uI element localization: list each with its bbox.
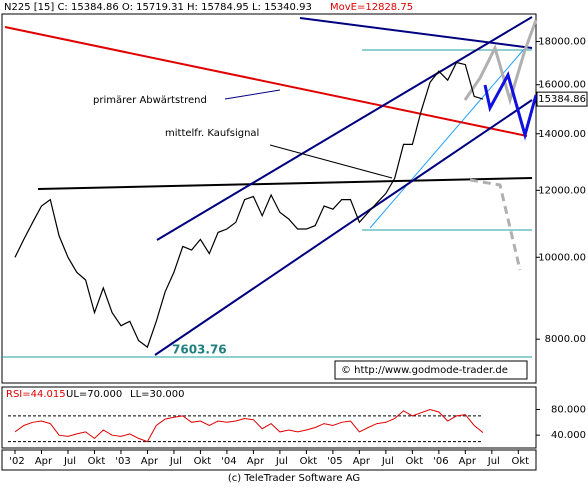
low-label: 7603.76	[172, 342, 227, 356]
y-tick-label: 10000.00	[538, 252, 586, 263]
x-axis-band	[1, 449, 537, 471]
annotation: primärer Abwärtstrend	[93, 95, 207, 106]
header: N225 [15] C: 15384.86 O: 15719.31 H: 157…	[4, 2, 312, 13]
last-price-label: 15384.86	[538, 94, 586, 105]
rsi-upper-label: UL=70.000	[66, 389, 122, 400]
x-tick-label: Apr	[459, 456, 477, 467]
x-tick-label: Okt	[300, 456, 318, 467]
rsi-label: RSI=44.015	[6, 389, 66, 400]
channel-line	[156, 16, 533, 241]
rsi-line	[14, 408, 484, 443]
x-tick-label: '03	[115, 456, 130, 467]
annotation: mittelfr. Kaufsignal	[165, 128, 259, 139]
x-tick-label: Apr	[247, 456, 265, 467]
x-tick-label: '05	[327, 456, 342, 467]
source-box	[334, 360, 528, 380]
x-tick-label: Apr	[353, 456, 371, 467]
projection	[483, 71, 538, 141]
channel-line	[154, 99, 533, 356]
x-tick-label: Jul	[63, 456, 76, 467]
arrow	[269, 144, 393, 179]
trend-lines	[2, 16, 538, 358]
last-price-box	[536, 91, 588, 107]
trend-line	[37, 177, 533, 190]
projection	[469, 178, 522, 271]
x-tick-label: Okt	[194, 456, 212, 467]
x-tick-label: '02	[9, 456, 24, 467]
x-tick-label: Okt	[406, 456, 424, 467]
x-tick-label: Apr	[35, 456, 53, 467]
y-tick-label: 14000.00	[538, 129, 586, 140]
y-tick-label: 8000.00	[545, 334, 586, 345]
trend-line	[369, 47, 526, 229]
x-tick-label: Okt	[512, 456, 530, 467]
y-tick-label: 12000.00	[538, 185, 586, 196]
arrow	[224, 89, 281, 100]
y-tick-label: 18000.00	[538, 36, 586, 47]
header-mov: MovE=12828.75	[330, 2, 413, 13]
x-tick-label: '04	[221, 456, 236, 467]
x-tick-label: Jul	[487, 456, 500, 467]
y-tick-label: 80.000	[551, 404, 586, 415]
y-tick-label: 16000.00	[538, 80, 586, 91]
rsi-lower-label: LL=30.000	[130, 389, 185, 400]
source: © http://www.godmode-trader.de	[341, 365, 508, 376]
rsi-panel	[1, 386, 537, 449]
y-tick-label: 40.000	[551, 430, 586, 441]
x-tick-label: Apr	[141, 456, 159, 467]
projection	[463, 19, 538, 106]
x-tick-label: Jul	[381, 456, 394, 467]
x-tick-label: Jul	[275, 456, 288, 467]
x-tick-label: '06	[433, 456, 448, 467]
x-tick-label: Jul	[169, 456, 182, 467]
channel-line	[299, 17, 533, 49]
x-tick-label: Okt	[88, 456, 106, 467]
footer: (c) TeleTrader Software AG	[228, 473, 360, 484]
price-line	[14, 61, 484, 349]
trend-line	[4, 26, 528, 137]
